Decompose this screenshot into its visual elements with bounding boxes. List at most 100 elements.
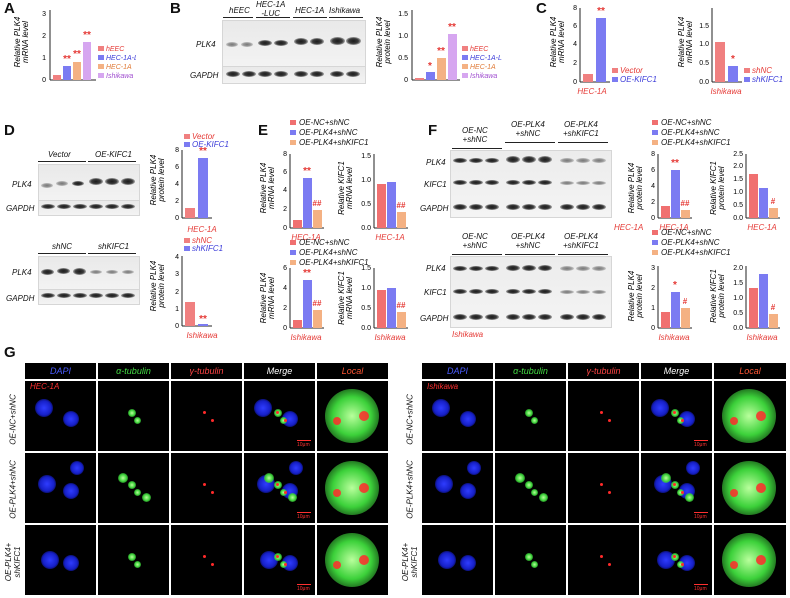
d-bottom-row-gapdh: GAPDH	[6, 294, 35, 303]
scale-bar: 10μm	[694, 512, 708, 520]
panel-c-chart-left: Relative PLK4 mRNA level 0 2 4 6 8 ** HEC-1A…	[549, 5, 657, 96]
scale-bar-label: 10μm	[297, 586, 310, 592]
d-bottom-header-shkifc1: shKIFC1	[98, 242, 130, 251]
svg-text:1.5: 1.5	[699, 23, 709, 30]
g-left-rowlabel-2: OE-PLK4+shNC	[8, 460, 18, 519]
svg-text:##: ##	[313, 299, 322, 308]
g-right-header-local: Local	[714, 363, 786, 379]
svg-text:mRNA level: mRNA level	[557, 21, 566, 63]
gridL-image-r3-c2	[98, 525, 169, 595]
svg-text:protein level: protein level	[383, 20, 392, 64]
svg-text:1.0: 1.0	[361, 177, 371, 184]
svg-text:1.5: 1.5	[361, 265, 371, 272]
svg-text:6: 6	[175, 164, 179, 171]
svg-text:hEEC: hEEC	[106, 46, 125, 53]
gridR-image-r3-c5	[714, 525, 786, 595]
svg-text:0: 0	[404, 77, 408, 84]
svg-text:Ishikawa: Ishikawa	[186, 331, 218, 340]
scale-bar: 10μm	[297, 584, 311, 592]
svg-text:0: 0	[175, 215, 179, 222]
svg-text:Relative PLK4: Relative PLK4	[627, 270, 636, 321]
svg-text:##: ##	[681, 199, 690, 208]
b-row-gapdh: GAPDH	[190, 71, 219, 80]
svg-text:Ishikawa: Ishikawa	[374, 333, 406, 342]
svg-text:HEC-1A: HEC-1A	[187, 225, 216, 234]
svg-text:HEC-1A: HEC-1A	[375, 233, 404, 242]
svg-text:2: 2	[283, 206, 287, 213]
svg-text:4: 4	[283, 285, 287, 292]
gridR-image-r3-c2	[495, 525, 566, 595]
svg-text:2: 2	[283, 305, 287, 312]
svg-text:4: 4	[651, 183, 655, 190]
svg-text:1.0: 1.0	[699, 41, 709, 48]
svg-text:0.5: 0.5	[699, 60, 709, 67]
svg-text:4: 4	[175, 181, 179, 188]
d-top-row-gapdh: GAPDH	[6, 204, 35, 213]
panel-e-legend-bottom: OE-NC+shNC OE-PLK4+shNC OE-PLK4+shKIFC1	[290, 238, 369, 267]
gridL-image-r2-c3	[171, 453, 242, 523]
gridR-image-r3-c3	[568, 525, 639, 595]
svg-text:OE-PLK4+shKIFC1: OE-PLK4+shKIFC1	[299, 258, 369, 267]
svg-text:2: 2	[175, 198, 179, 205]
svg-text:2: 2	[42, 33, 46, 40]
svg-text:3: 3	[42, 11, 46, 18]
g-right-cell-label: Ishikawa	[427, 382, 459, 391]
g-right-rowlabel-1: OE-NC+shNC	[405, 394, 415, 445]
svg-text:**: **	[303, 166, 311, 177]
svg-text:Relative KIFC1: Relative KIFC1	[709, 161, 718, 215]
svg-text:Vector: Vector	[620, 66, 643, 75]
svg-text:OE-PLK4+shKIFC1: OE-PLK4+shKIFC1	[661, 138, 731, 147]
svg-text:mRNA level: mRNA level	[345, 167, 354, 209]
svg-text:Ishikawa: Ishikawa	[710, 87, 742, 96]
svg-text:#: #	[683, 297, 688, 306]
svg-text:protein level: protein level	[717, 166, 726, 210]
svg-text:*: *	[731, 54, 735, 65]
svg-text:0.5: 0.5	[398, 55, 408, 62]
svg-text:0: 0	[175, 323, 179, 330]
panel-label-g: G	[4, 344, 16, 361]
svg-text:6: 6	[651, 167, 655, 174]
svg-text:0.5: 0.5	[361, 201, 371, 208]
svg-text:shKIFC1: shKIFC1	[752, 75, 783, 84]
gridR-image-r2-c4: 10μm	[641, 453, 712, 523]
b-header-ishikawa: Ishikawa	[329, 6, 361, 15]
svg-text:*: *	[428, 61, 432, 72]
svg-text:mRNA level: mRNA level	[267, 167, 276, 209]
g-right-header-gtub: γ-tubulin	[568, 363, 639, 379]
svg-text:Ishikawa: Ishikawa	[658, 333, 690, 342]
gridL-image-r1-c4: 10μm	[244, 381, 315, 451]
g-right-rowlabel-3: OE-PLK4+ shKIFC1	[401, 542, 419, 582]
svg-text:Relative PLK4: Relative PLK4	[677, 16, 686, 67]
panel-e-bottom-charts: Relative PLK4 mRNA level 0 2 4 6 ** ## Ishi…	[259, 265, 408, 342]
svg-text:0: 0	[283, 225, 287, 232]
svg-text:HEC-1A: HEC-1A	[747, 223, 776, 232]
svg-text:0: 0	[573, 79, 577, 86]
svg-text:Relative KIFC1: Relative KIFC1	[337, 271, 346, 325]
svg-text:HEC-1A: HEC-1A	[470, 64, 496, 71]
g-left-header-merge: Merge	[244, 363, 315, 379]
svg-text:mRNA level: mRNA level	[345, 277, 354, 319]
svg-text:**: **	[199, 314, 207, 325]
svg-text:8: 8	[651, 151, 655, 158]
svg-text:protein level: protein level	[717, 274, 726, 318]
b-header-hec1a: HEC-1A	[295, 6, 325, 15]
panel-a-chart: Relative PLK4 mRNA level 0 1 2 3 ** **** …	[13, 10, 136, 84]
svg-text:4: 4	[573, 41, 577, 48]
f-bottom-row-gapdh: GAPDH	[420, 314, 449, 323]
scale-bar-label: 10μm	[694, 586, 707, 592]
svg-text:3: 3	[651, 265, 655, 272]
d-bottom-header-shnc: shNC	[52, 242, 73, 251]
panel-f-bottom-charts: Relative PLK4 protein level 0 1 2 3 * # Ish…	[627, 265, 780, 342]
svg-text:Relative KIFC1: Relative KIFC1	[709, 269, 718, 323]
svg-text:shKIFC1: shKIFC1	[192, 244, 223, 253]
panel-label-e: E	[258, 122, 269, 139]
svg-text:Relative PLK4: Relative PLK4	[259, 272, 268, 323]
svg-text:HEC-1A-LUC: HEC-1A-LUC	[470, 55, 502, 62]
svg-text:Ishikawa: Ishikawa	[106, 73, 133, 80]
svg-text:2.0: 2.0	[733, 265, 743, 272]
svg-text:**: **	[73, 49, 81, 60]
f-top-cell: HEC-1A	[614, 223, 644, 232]
svg-text:protein level: protein level	[635, 166, 644, 210]
f-bottom-header-3: OE-PLK4 +shKIFC1	[563, 232, 599, 250]
svg-text:1.5: 1.5	[398, 11, 408, 18]
